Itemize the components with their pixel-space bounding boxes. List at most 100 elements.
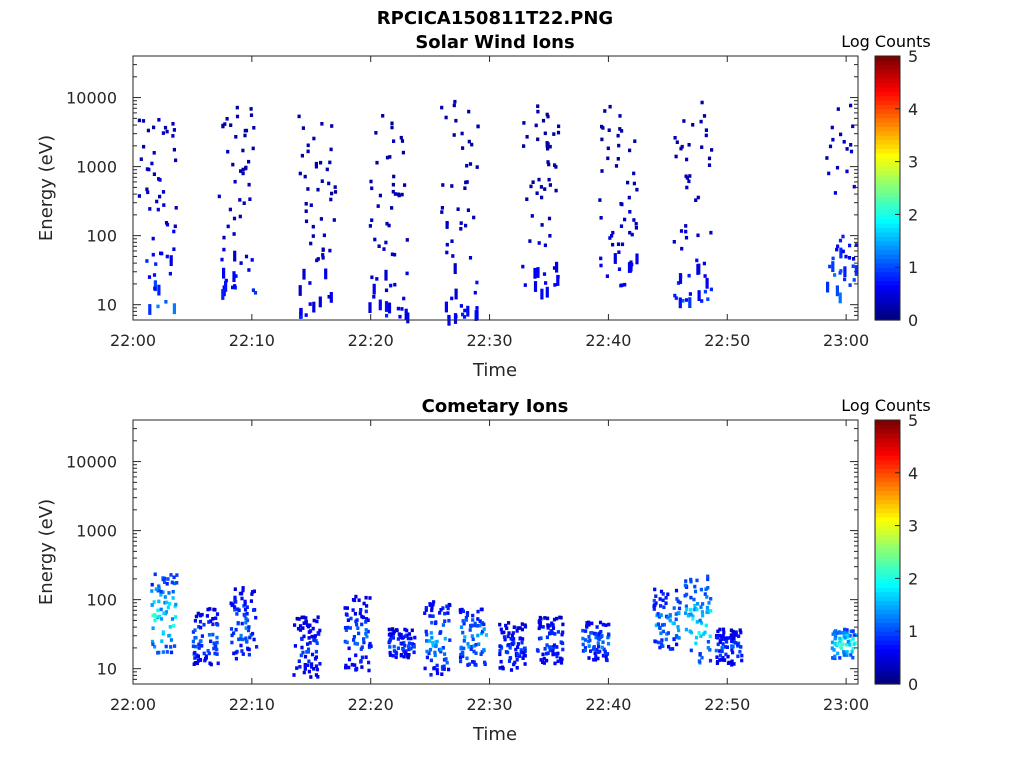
heatmap-cell xyxy=(658,597,662,601)
heatmap-cell xyxy=(700,100,704,105)
heatmap-cell xyxy=(475,309,479,321)
heatmap-cell xyxy=(685,157,689,162)
heatmap-cell xyxy=(678,297,682,309)
colorbar-segment xyxy=(875,227,900,233)
heatmap-cell xyxy=(687,273,691,278)
heatmap-cell xyxy=(835,285,839,297)
heatmap-cell xyxy=(596,650,600,654)
heatmap-cell xyxy=(685,185,689,190)
heatmap-cell xyxy=(845,634,849,638)
heatmap-cell xyxy=(316,675,320,679)
heatmap-cell xyxy=(698,653,702,657)
heatmap-cell xyxy=(597,644,601,649)
heatmap-cell xyxy=(314,649,318,654)
colorbar-segment xyxy=(875,205,900,211)
heatmap-cell xyxy=(695,620,699,624)
heatmap-cell xyxy=(677,636,681,640)
heatmap-cell xyxy=(433,653,437,658)
heatmap-cell xyxy=(545,635,549,640)
heatmap-cell xyxy=(364,655,368,659)
heatmap-cell xyxy=(693,589,698,594)
heatmap-cell xyxy=(209,639,213,644)
heatmap-cell xyxy=(156,207,160,212)
heatmap-cell xyxy=(245,611,249,616)
heatmap-cell xyxy=(435,671,440,676)
heatmap-cell xyxy=(362,637,366,641)
colorbar-tick-label: 0 xyxy=(908,311,918,330)
heatmap-cell xyxy=(396,192,401,197)
heatmap-cell xyxy=(318,662,322,666)
heatmap-cell xyxy=(390,206,394,210)
heatmap-cell xyxy=(209,619,213,623)
heatmap-cell xyxy=(740,653,744,658)
heatmap-cell xyxy=(241,588,245,593)
x-tick-label: 22:50 xyxy=(704,695,750,714)
colorbar-segment xyxy=(875,262,900,268)
heatmap-cell xyxy=(347,657,352,662)
heatmap-cell xyxy=(251,288,255,292)
heatmap-cell xyxy=(235,105,239,110)
heatmap-cell xyxy=(676,281,681,285)
heatmap-cell xyxy=(385,221,389,226)
heatmap-cell xyxy=(700,145,704,149)
heatmap-cell xyxy=(660,642,664,646)
heatmap-cell xyxy=(442,667,446,671)
heatmap-cell xyxy=(854,265,858,276)
heatmap-cell xyxy=(297,114,301,119)
heatmap-cell xyxy=(403,634,407,638)
heatmap-cell xyxy=(307,659,311,664)
heatmap-cell xyxy=(202,651,206,656)
heatmap-cell xyxy=(391,182,395,187)
heatmap-cell xyxy=(836,107,840,111)
colorbar-segment xyxy=(875,578,900,584)
colorbar-segment xyxy=(875,591,900,597)
heatmap-cell xyxy=(510,641,514,646)
colorbar-segment xyxy=(875,302,900,308)
x-axis-label: Time xyxy=(472,360,517,381)
heatmap-cell xyxy=(246,628,251,633)
heatmap-cell xyxy=(429,658,433,663)
heatmap-cell xyxy=(519,648,523,652)
heatmap-cell xyxy=(304,313,308,317)
heatmap-cell xyxy=(465,613,469,617)
heatmap-cell xyxy=(439,649,443,654)
heatmap-cell xyxy=(654,594,658,598)
heatmap-cell xyxy=(689,612,693,616)
heatmap-cell xyxy=(546,146,550,151)
heatmap-cell xyxy=(696,233,700,238)
heatmap-cell xyxy=(311,224,315,229)
heatmap-cell xyxy=(704,623,708,628)
colorbar-segment xyxy=(875,662,900,667)
heatmap-cell xyxy=(706,577,710,582)
heatmap-cell xyxy=(394,650,398,655)
heatmap-cell xyxy=(468,162,473,166)
heatmap-cell xyxy=(254,615,258,620)
heatmap-cell xyxy=(852,184,856,189)
heatmap-cell xyxy=(387,223,391,228)
colorbar-segment xyxy=(875,122,900,127)
heatmap-cell xyxy=(593,658,597,662)
heatmap-cell xyxy=(440,672,444,676)
heatmap-cell xyxy=(319,160,323,165)
heatmap-cell xyxy=(215,647,219,652)
heatmap-cell xyxy=(854,243,858,247)
colorbar-tick-label: 5 xyxy=(908,47,918,66)
heatmap-cell xyxy=(405,271,409,276)
heatmap-cell xyxy=(731,644,735,649)
heatmap-cell xyxy=(842,650,846,654)
heatmap-cell xyxy=(172,229,176,234)
colorbar-segment xyxy=(875,100,900,105)
heatmap-cell xyxy=(720,649,724,654)
colorbar-frame xyxy=(874,419,901,685)
heatmap-cell xyxy=(507,643,511,647)
heatmap-cell xyxy=(433,621,438,626)
heatmap-cell xyxy=(302,268,306,280)
heatmap-cell xyxy=(241,637,245,642)
heatmap-cell xyxy=(404,649,408,653)
heatmap-cell xyxy=(249,107,253,111)
heatmap-cell xyxy=(152,172,156,176)
heatmap-cell xyxy=(543,187,547,191)
heatmap-cell xyxy=(407,647,411,652)
heatmap-cell xyxy=(351,608,355,612)
heatmap-cell xyxy=(164,610,168,614)
